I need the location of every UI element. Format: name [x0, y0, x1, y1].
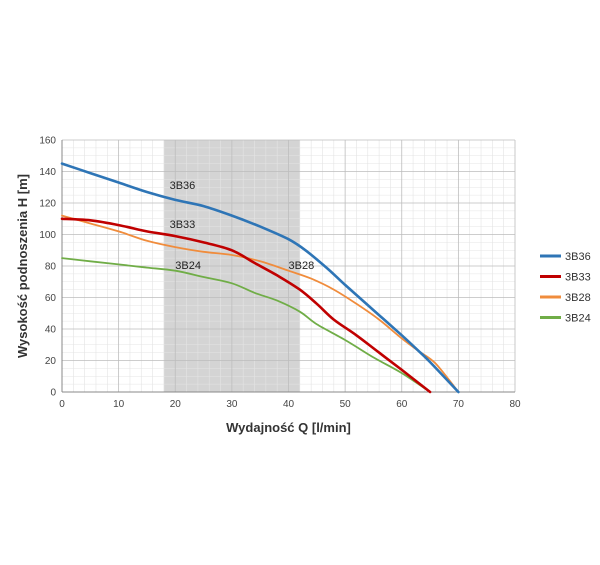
y-axis-title: Wysokość podnoszenia H [m]: [15, 174, 30, 358]
x-axis-title: Wydajność Q [l/min]: [226, 420, 351, 435]
series-line-3b33: [60, 217, 432, 394]
y-tick-label: 100: [39, 230, 56, 241]
y-tick-label: 160: [39, 136, 56, 147]
y-tick-label: 120: [39, 199, 56, 210]
legend-label-3b33: 3B33: [565, 272, 591, 284]
series-lines: [60, 162, 460, 394]
inline-series-labels: 3B36 3B33 3B24 3B28: [170, 180, 315, 272]
y-tick-label: 40: [45, 325, 57, 336]
y-tick-label: 20: [45, 356, 57, 367]
series-line-3b24: [61, 257, 431, 393]
x-tick-label: 80: [509, 399, 521, 410]
x-tick-label: 50: [340, 399, 352, 410]
legend: 3B36 3B33 3B28 3B24: [540, 251, 591, 325]
legend-label-3b24: 3B24: [565, 313, 591, 325]
x-tick-label: 30: [226, 399, 238, 410]
x-tick-label: 40: [283, 399, 295, 410]
x-tick-label: 20: [170, 399, 182, 410]
x-tick-label: 10: [113, 399, 125, 410]
inline-label-3b24: 3B24: [175, 260, 201, 272]
series-line-3b36: [60, 162, 460, 394]
inline-label-3b33: 3B33: [170, 219, 196, 231]
y-tick-label: 140: [39, 167, 56, 178]
y-tick-label: 60: [45, 293, 57, 304]
inline-label-3b36: 3B36: [170, 180, 196, 192]
series-line-3b28: [61, 214, 460, 393]
y-tick-label: 0: [50, 388, 56, 399]
x-tick-label: 60: [396, 399, 408, 410]
x-tick-label: 0: [59, 399, 65, 410]
x-tick-label: 70: [453, 399, 465, 410]
axes: 0 10 20 30 40 50 60 70 80 0 20 40 60 80 100 120 140 160: [39, 136, 521, 411]
y-tick-label: 80: [45, 262, 57, 273]
inline-label-3b28: 3B28: [289, 260, 315, 272]
legend-label-3b28: 3B28: [565, 292, 591, 304]
legend-label-3b36: 3B36: [565, 251, 591, 263]
